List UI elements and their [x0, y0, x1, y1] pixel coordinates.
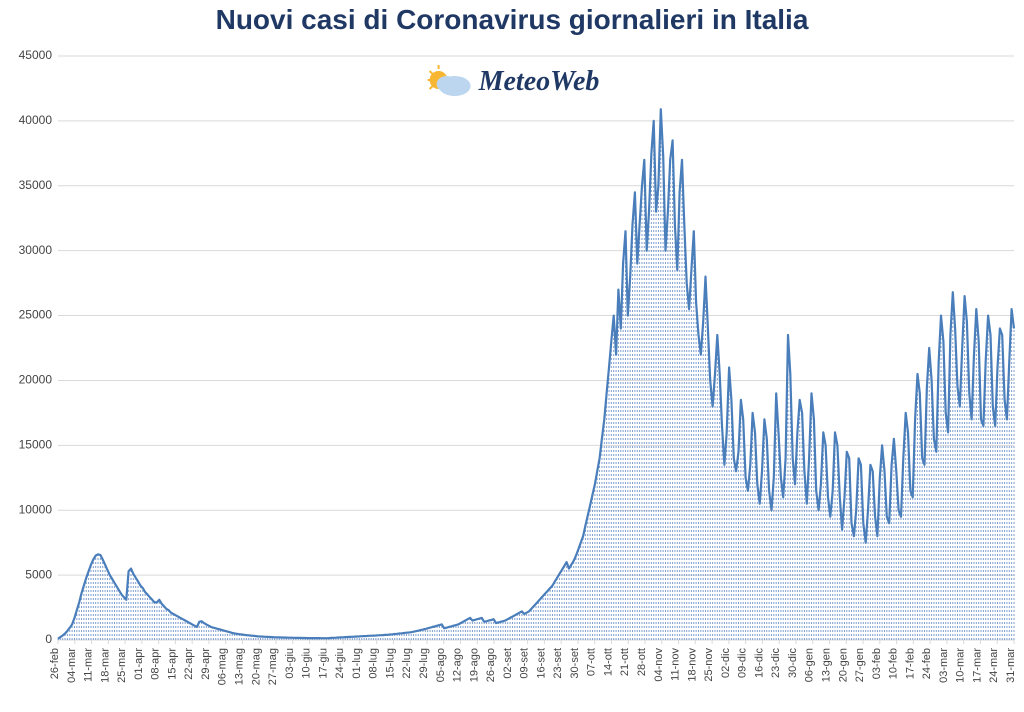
svg-text:05-ago: 05-ago	[435, 648, 447, 682]
svg-text:14-ott: 14-ott	[602, 648, 614, 676]
gridlines	[58, 56, 1014, 640]
svg-text:22-lug: 22-lug	[401, 648, 413, 679]
svg-text:20000: 20000	[19, 373, 53, 387]
svg-text:02-dic: 02-dic	[720, 648, 732, 678]
svg-text:06-mag: 06-mag	[217, 648, 229, 685]
svg-text:21-ott: 21-ott	[619, 648, 631, 676]
svg-text:10000: 10000	[19, 502, 53, 516]
svg-text:03-mar: 03-mar	[938, 648, 950, 683]
svg-text:17-mar: 17-mar	[971, 648, 983, 683]
svg-text:27-mag: 27-mag	[267, 648, 279, 685]
svg-text:19-ago: 19-ago	[468, 648, 480, 682]
svg-text:28-ott: 28-ott	[636, 648, 648, 676]
svg-text:12-ago: 12-ago	[452, 648, 464, 682]
svg-text:09-dic: 09-dic	[737, 648, 749, 678]
svg-text:04-mar: 04-mar	[66, 648, 78, 683]
svg-text:16-dic: 16-dic	[753, 648, 765, 678]
svg-text:27-gen: 27-gen	[854, 648, 866, 682]
svg-text:25000: 25000	[19, 308, 53, 322]
svg-text:35000: 35000	[19, 178, 53, 192]
svg-text:13-gen: 13-gen	[821, 648, 833, 682]
svg-text:04-nov: 04-nov	[653, 648, 665, 682]
svg-text:18-nov: 18-nov	[686, 648, 698, 682]
svg-text:20-gen: 20-gen	[837, 648, 849, 682]
svg-text:15-apr: 15-apr	[166, 648, 178, 680]
svg-text:10-mar: 10-mar	[955, 648, 967, 683]
svg-text:23-set: 23-set	[552, 648, 564, 679]
series-fill	[58, 109, 1014, 640]
svg-text:31-mar: 31-mar	[1005, 648, 1017, 683]
svg-text:08-apr: 08-apr	[150, 648, 162, 680]
svg-text:15000: 15000	[19, 438, 53, 452]
svg-text:03-feb: 03-feb	[871, 648, 883, 679]
svg-text:22-apr: 22-apr	[183, 648, 195, 680]
y-axis: 0 5000 10000 15000 20000 25000 30000 35000 40000…	[19, 48, 53, 646]
svg-text:17-feb: 17-feb	[904, 648, 916, 679]
svg-text:29-lug: 29-lug	[418, 648, 430, 679]
svg-text:03-giu: 03-giu	[284, 648, 296, 679]
svg-text:13-mag: 13-mag	[233, 648, 245, 685]
svg-text:40000: 40000	[19, 113, 53, 127]
svg-text:18-mar: 18-mar	[99, 648, 111, 683]
svg-text:20-mag: 20-mag	[250, 648, 262, 685]
svg-text:30-set: 30-set	[569, 648, 581, 679]
svg-text:24-mar: 24-mar	[988, 648, 1000, 683]
svg-text:01-lug: 01-lug	[351, 648, 363, 679]
svg-text:17-giu: 17-giu	[317, 648, 329, 679]
svg-text:26-ago: 26-ago	[485, 648, 497, 682]
svg-text:08-lug: 08-lug	[368, 648, 380, 679]
svg-text:5000: 5000	[25, 567, 52, 581]
svg-text:16-set: 16-set	[535, 648, 547, 679]
svg-text:10-giu: 10-giu	[301, 648, 313, 679]
svg-text:29-apr: 29-apr	[200, 648, 212, 680]
svg-text:01-apr: 01-apr	[133, 648, 145, 680]
x-axis: 26-feb 04-mar 11-mar 18-mar 25-mar 01-apr 08-a…	[49, 640, 1017, 685]
svg-text:24-feb: 24-feb	[921, 648, 933, 679]
svg-text:30000: 30000	[19, 243, 53, 257]
svg-text:02-set: 02-set	[502, 648, 514, 679]
svg-text:15-lug: 15-lug	[384, 648, 396, 679]
svg-text:25-nov: 25-nov	[703, 648, 715, 682]
svg-text:30-dic: 30-dic	[787, 648, 799, 678]
svg-text:24-giu: 24-giu	[334, 648, 346, 679]
svg-text:07-ott: 07-ott	[586, 648, 598, 676]
svg-text:11-nov: 11-nov	[670, 648, 682, 681]
svg-text:26-feb: 26-feb	[49, 648, 61, 679]
svg-text:25-mar: 25-mar	[116, 648, 128, 683]
svg-text:10-feb: 10-feb	[888, 648, 900, 679]
svg-text:45000: 45000	[19, 48, 53, 62]
chart-plot: 0 5000 10000 15000 20000 25000 30000 35000 40000…	[0, 0, 1024, 712]
svg-text:23-dic: 23-dic	[770, 648, 782, 678]
chart-container: Nuovi casi di Coronavirus giornalieri in…	[0, 0, 1024, 712]
svg-text:09-set: 09-set	[519, 648, 531, 679]
svg-text:0: 0	[45, 632, 52, 646]
svg-text:11-mar: 11-mar	[83, 648, 95, 682]
svg-text:06-gen: 06-gen	[804, 648, 816, 682]
